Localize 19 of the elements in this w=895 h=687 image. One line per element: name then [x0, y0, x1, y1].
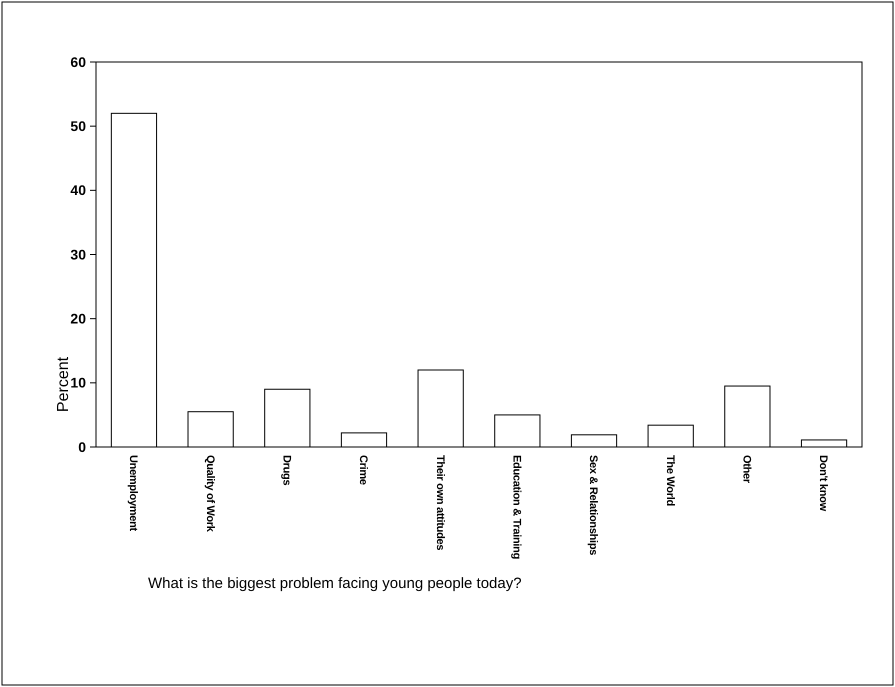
x-tick-label: Don't know	[817, 455, 830, 512]
x-tick-label: Their own attitudes	[434, 455, 446, 550]
x-tick-label: Unemployment	[127, 455, 140, 532]
x-tick-label: Sex & Relationships	[587, 455, 600, 556]
y-tick-label: 60	[70, 54, 86, 70]
x-tick-label: Quality of Work	[204, 455, 216, 533]
text: What is the biggest problem facing young people today?	[148, 575, 522, 592]
x-tick-label: Drugs	[280, 455, 292, 486]
x-tick-label: Crime	[357, 455, 370, 485]
y-axis-title: Percent	[55, 356, 72, 412]
x-tick-label: Other	[740, 455, 753, 484]
y-tick-label: 30	[70, 246, 86, 262]
y-tick-label: 10	[70, 374, 86, 391]
x-tick-label: Education & Training	[510, 455, 522, 560]
x-tick-label: The World	[664, 455, 676, 506]
y-tick-label: 40	[70, 182, 86, 198]
y-tick-label: 50	[70, 118, 86, 134]
y-tick-label: 20	[70, 310, 86, 327]
y-tick-label: 0	[78, 438, 86, 455]
